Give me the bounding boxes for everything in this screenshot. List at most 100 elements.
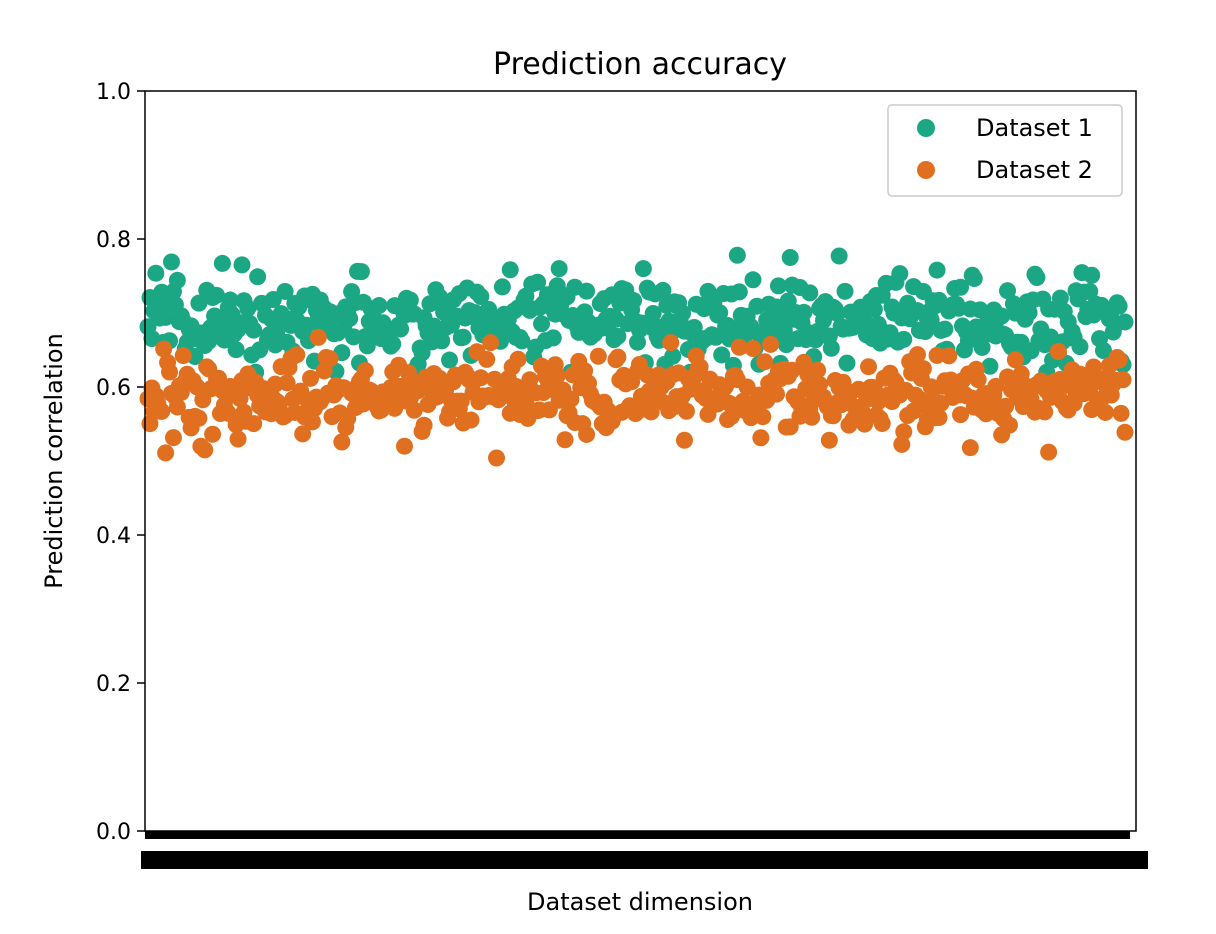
data-point	[288, 346, 306, 364]
data-point	[1110, 351, 1128, 369]
data-point	[775, 322, 793, 340]
data-point	[1096, 403, 1114, 421]
data-point	[370, 297, 388, 315]
data-point	[589, 347, 607, 365]
data-point	[341, 310, 359, 328]
data-point	[405, 401, 423, 419]
data-point	[674, 304, 692, 322]
data-point	[188, 378, 206, 396]
data-point	[965, 270, 983, 288]
data-point	[634, 260, 652, 278]
y-tick-label: 0.8	[96, 228, 131, 253]
data-point	[973, 338, 991, 356]
y-tick-label: 0.6	[96, 376, 131, 401]
data-point	[168, 398, 186, 416]
data-point	[822, 339, 840, 357]
data-point	[961, 439, 979, 457]
data-point	[664, 347, 682, 365]
data-point	[856, 415, 874, 433]
data-point	[190, 294, 208, 312]
data-point	[278, 374, 296, 392]
data-point	[908, 346, 926, 364]
data-point	[478, 350, 496, 368]
data-point	[767, 385, 785, 403]
data-point	[208, 286, 226, 304]
y-tick-label: 0.4	[96, 524, 131, 549]
data-point	[1116, 423, 1134, 441]
data-point	[231, 390, 249, 408]
data-point	[969, 371, 987, 389]
data-point	[1083, 266, 1101, 284]
data-point	[544, 329, 562, 347]
data-point	[472, 369, 490, 387]
data-point	[245, 415, 263, 433]
data-point	[1000, 416, 1018, 434]
series-2-points	[139, 328, 1134, 467]
data-point	[609, 348, 627, 366]
plot-frame	[144, 90, 1137, 832]
data-point	[392, 320, 410, 338]
data-point	[190, 409, 208, 427]
data-point	[548, 367, 566, 385]
y-tick-label: 0.0	[96, 820, 131, 845]
data-point	[309, 328, 327, 346]
data-point	[352, 263, 370, 281]
data-point	[384, 335, 402, 353]
data-point	[999, 282, 1017, 300]
data-point	[895, 330, 913, 348]
data-point	[562, 390, 580, 408]
data-point	[744, 271, 762, 289]
data-point	[1036, 403, 1054, 421]
y-tick-label: 0.2	[96, 672, 131, 697]
legend: Dataset 1 Dataset 2	[887, 104, 1123, 197]
data-point	[838, 354, 856, 372]
data-point	[441, 351, 459, 369]
data-point	[891, 265, 909, 283]
data-point	[625, 292, 643, 310]
legend-label: Dataset 1	[976, 114, 1093, 142]
data-point	[1112, 404, 1130, 422]
data-point	[550, 260, 568, 278]
data-point	[174, 347, 192, 365]
data-point	[707, 328, 725, 346]
data-point	[578, 282, 596, 300]
data-point	[730, 283, 748, 301]
data-point	[1071, 338, 1089, 356]
data-point	[501, 261, 519, 279]
data-point	[981, 357, 999, 375]
data-point	[754, 408, 772, 426]
data-point	[814, 311, 832, 329]
data-point	[893, 435, 911, 453]
data-point	[997, 397, 1015, 415]
data-point	[161, 363, 179, 381]
data-point	[302, 369, 320, 387]
data-point	[1110, 297, 1128, 315]
data-point	[1049, 342, 1067, 360]
data-point	[1116, 313, 1134, 331]
data-point	[860, 358, 878, 376]
data-point	[433, 332, 451, 350]
data-point	[865, 300, 883, 318]
data-point	[233, 256, 251, 274]
data-point	[1081, 282, 1099, 300]
data-point	[828, 304, 846, 322]
data-point	[472, 287, 490, 305]
data-point	[1051, 289, 1069, 307]
data-point	[155, 340, 173, 358]
data-point	[781, 249, 799, 266]
data-point	[930, 409, 948, 427]
data-point	[529, 273, 547, 291]
data-point	[836, 282, 854, 300]
legend-label: Dataset 2	[976, 156, 1093, 184]
data-point	[401, 291, 419, 309]
data-point	[153, 402, 171, 420]
data-point	[803, 408, 821, 426]
legend-box	[887, 104, 1123, 197]
data-point	[940, 347, 958, 365]
data-point	[914, 360, 932, 378]
data-point	[685, 318, 703, 336]
data-point	[462, 411, 480, 429]
data-point	[756, 353, 774, 371]
data-point	[713, 346, 731, 364]
